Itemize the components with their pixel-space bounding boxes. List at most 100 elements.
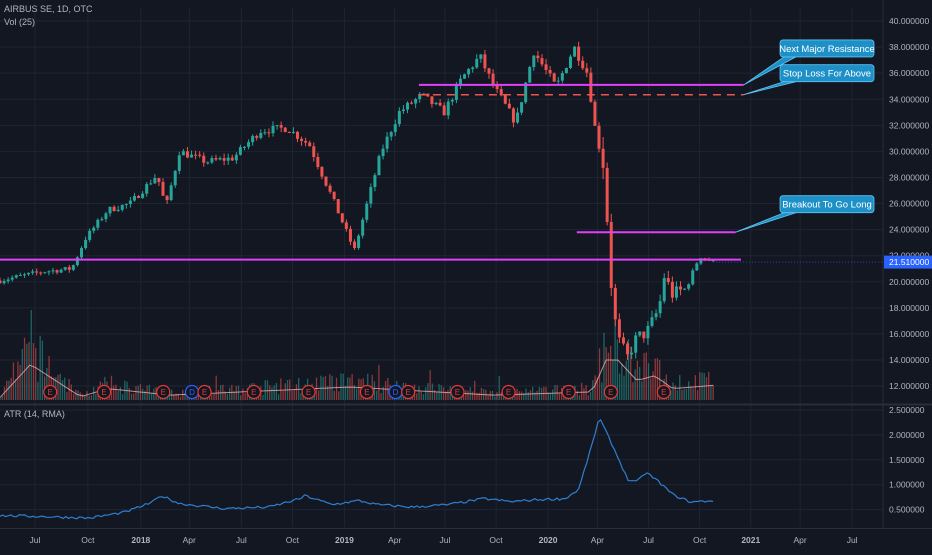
- candle-body[interactable]: [418, 93, 422, 100]
- candle-body[interactable]: [214, 158, 218, 160]
- candle-body[interactable]: [75, 257, 79, 266]
- candle-body[interactable]: [108, 206, 112, 214]
- candle-body[interactable]: [348, 228, 352, 242]
- candle-body[interactable]: [14, 275, 18, 278]
- candle-body[interactable]: [495, 85, 499, 90]
- candle-body[interactable]: [295, 131, 299, 139]
- candle-body[interactable]: [88, 230, 92, 240]
- candle-body[interactable]: [454, 84, 458, 100]
- candle-body[interactable]: [544, 64, 548, 71]
- candle-body[interactable]: [255, 136, 259, 138]
- candle-body[interactable]: [165, 195, 169, 201]
- candle-body[interactable]: [35, 271, 39, 273]
- candle-body[interactable]: [556, 80, 560, 82]
- candle-body[interactable]: [275, 125, 279, 127]
- candle-body[interactable]: [190, 154, 194, 158]
- earnings-marker[interactable]: E: [96, 384, 112, 400]
- candle-body[interactable]: [516, 112, 520, 123]
- candle-body[interactable]: [128, 200, 132, 205]
- candle-body[interactable]: [674, 286, 678, 298]
- candle-body[interactable]: [373, 175, 377, 187]
- atr-line[interactable]: [0, 418, 714, 520]
- candle-body[interactable]: [308, 142, 312, 147]
- atr-axis[interactable]: 2.500000 2.000000 1.500000 1.000000 0.500000: [889, 405, 925, 515]
- candle-body[interactable]: [304, 140, 308, 143]
- candle-body[interactable]: [634, 335, 638, 353]
- candle-body[interactable]: [79, 248, 83, 258]
- candle-body[interactable]: [259, 132, 263, 138]
- candle-body[interactable]: [300, 138, 304, 141]
- candle-body[interactable]: [503, 95, 507, 104]
- candle-body[interactable]: [666, 278, 670, 282]
- candle-body[interactable]: [581, 60, 585, 69]
- candle-body[interactable]: [92, 227, 96, 231]
- candle-body[interactable]: [141, 193, 145, 198]
- candle-body[interactable]: [564, 67, 568, 74]
- candle-body[interactable]: [218, 158, 222, 160]
- candle-body[interactable]: [84, 239, 88, 249]
- candle-body[interactable]: [577, 46, 581, 61]
- candle-body[interactable]: [491, 73, 495, 86]
- earnings-marker[interactable]: E: [656, 384, 671, 400]
- candle-body[interactable]: [548, 70, 552, 74]
- candle-body[interactable]: [605, 167, 609, 222]
- candle-body[interactable]: [247, 142, 251, 147]
- candle-body[interactable]: [613, 287, 617, 320]
- candle-body[interactable]: [22, 274, 26, 276]
- candle-body[interactable]: [344, 222, 348, 229]
- candle-body[interactable]: [573, 46, 577, 57]
- candle-body[interactable]: [687, 284, 691, 289]
- candle-body[interactable]: [120, 204, 124, 210]
- candle-body[interactable]: [222, 158, 226, 161]
- callout-breakout[interactable]: Breakout To Go Long: [735, 195, 875, 233]
- dividend-marker[interactable]: D: [184, 384, 200, 400]
- candle-body[interactable]: [483, 54, 487, 69]
- candle-body[interactable]: [67, 267, 71, 270]
- earnings-marker[interactable]: E: [401, 384, 416, 400]
- candle-body[interactable]: [377, 156, 381, 176]
- candle-body[interactable]: [695, 263, 699, 271]
- candle-body[interactable]: [393, 124, 397, 133]
- candle-body[interactable]: [173, 170, 177, 186]
- earnings-marker[interactable]: E: [301, 384, 316, 400]
- candle-body[interactable]: [450, 99, 454, 102]
- candle-body[interactable]: [536, 55, 540, 59]
- earnings-marker[interactable]: E: [501, 384, 516, 400]
- time-axis[interactable]: Jul Oct 2018 Apr Jul Oct 2019 Apr Jul Oct 2020 Apr J…: [30, 535, 858, 545]
- candle-body[interactable]: [414, 99, 418, 104]
- candle-body[interactable]: [263, 132, 267, 134]
- candle-body[interactable]: [320, 166, 324, 177]
- candle-body[interactable]: [568, 56, 572, 68]
- candle-body[interactable]: [2, 281, 6, 284]
- candle-body[interactable]: [10, 277, 14, 280]
- candle-body[interactable]: [430, 96, 434, 105]
- candle-body[interactable]: [405, 102, 409, 110]
- candle-body[interactable]: [153, 178, 157, 184]
- earnings-marker[interactable]: E: [561, 384, 576, 400]
- price-axis[interactable]: 40.000000 38.000000 36.000000 34.000000 32.0…: [889, 16, 929, 391]
- candle-body[interactable]: [198, 154, 202, 156]
- candle-body[interactable]: [0, 280, 2, 284]
- candle-body[interactable]: [324, 176, 328, 186]
- candle-body[interactable]: [385, 136, 389, 149]
- callout-next-major-resistance[interactable]: Next Major Resistance: [743, 39, 875, 86]
- candle-body[interactable]: [524, 82, 528, 103]
- candle-body[interactable]: [206, 162, 210, 164]
- candle-body[interactable]: [630, 352, 634, 355]
- candle-body[interactable]: [71, 265, 75, 270]
- candle-body[interactable]: [499, 89, 503, 96]
- candle-body[interactable]: [597, 125, 601, 149]
- candle-body[interactable]: [210, 158, 214, 163]
- candle-body[interactable]: [55, 270, 59, 273]
- candle-body[interactable]: [365, 203, 369, 220]
- candle-body[interactable]: [230, 157, 234, 161]
- candle-body[interactable]: [670, 281, 674, 298]
- candle-body[interactable]: [609, 221, 613, 288]
- candle-body[interactable]: [353, 241, 357, 248]
- candle-body[interactable]: [242, 146, 246, 148]
- candle-body[interactable]: [157, 178, 161, 183]
- candle-body[interactable]: [283, 127, 287, 132]
- candle-body[interactable]: [116, 209, 120, 212]
- candle-body[interactable]: [650, 317, 654, 326]
